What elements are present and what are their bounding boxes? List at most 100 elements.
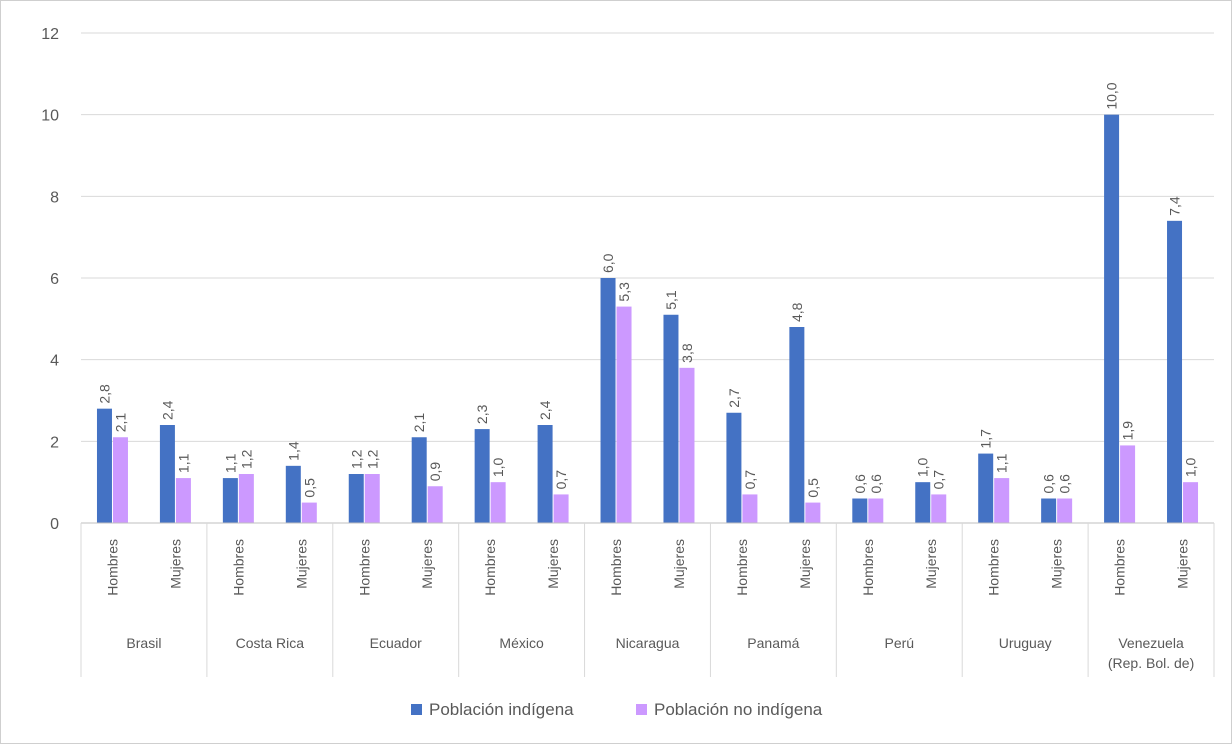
bar-no-indigena [553, 494, 569, 523]
data-label: 0,5 [805, 478, 821, 498]
x-tick-label: Hombres [482, 539, 498, 596]
data-label: 1,2 [238, 449, 254, 469]
x-tick-label: Mujeres [167, 539, 183, 589]
country-label: Nicaragua [616, 635, 680, 651]
bar-no-indigena [427, 486, 443, 523]
bar-no-indigena [742, 494, 758, 523]
bar-indigena [1041, 498, 1057, 523]
bar-no-indigena [112, 437, 128, 523]
bar-indigena [915, 482, 931, 523]
bar-indigena [1104, 114, 1120, 524]
data-label: 0,6 [852, 474, 868, 494]
bar-indigena [348, 474, 364, 523]
data-label: 5,3 [616, 282, 632, 302]
x-tick-label: Mujeres [1049, 539, 1065, 589]
data-label: 0,7 [553, 470, 569, 490]
data-label: 0,5 [301, 478, 317, 498]
bar-indigena [411, 437, 427, 523]
country-label: Ecuador [370, 635, 422, 651]
y-tick-label: 4 [50, 353, 59, 370]
data-label: 4,8 [789, 302, 805, 322]
x-tick-label: Hombres [230, 539, 246, 596]
bar-no-indigena [1120, 445, 1136, 523]
bar-no-indigena [994, 478, 1010, 523]
bar-no-indigena [679, 367, 695, 523]
bar-indigena [222, 478, 238, 523]
data-label: 1,2 [364, 449, 380, 469]
y-tick-label: 6 [50, 271, 59, 288]
bar-no-indigena [1183, 482, 1199, 523]
bar-no-indigena [868, 498, 884, 523]
data-label: 2,4 [159, 400, 175, 420]
x-tick-label: Hombres [986, 539, 1002, 596]
bar-indigena [96, 408, 112, 523]
data-label: 2,1 [411, 413, 427, 433]
country-label: Uruguay [999, 635, 1052, 651]
data-label: 1,1 [175, 453, 191, 473]
data-label: 1,0 [490, 457, 506, 477]
x-tick-label: Hombres [356, 539, 372, 596]
bar-no-indigena [931, 494, 947, 523]
x-tick-label: Mujeres [797, 539, 813, 589]
legend-label: Población no indígena [654, 700, 823, 719]
bar-indigena [726, 412, 742, 523]
country-label: Perú [884, 635, 914, 651]
country-label: Panamá [747, 635, 799, 651]
bar-indigena [978, 453, 994, 523]
bar-no-indigena [175, 478, 191, 523]
data-label: 3,8 [679, 343, 695, 363]
bar-no-indigena [301, 502, 317, 523]
data-label: 6,0 [600, 253, 616, 273]
data-label: 1,9 [1120, 421, 1136, 441]
country-label: Brasil [126, 635, 161, 651]
data-label: 0,6 [868, 474, 884, 494]
data-label: 2,1 [112, 413, 128, 433]
data-label: 0,9 [427, 462, 443, 482]
bar-no-indigena [1057, 498, 1073, 523]
country-label: México [499, 635, 544, 651]
x-tick-label: Mujeres [545, 539, 561, 589]
data-label: 1,4 [285, 441, 301, 461]
data-label: 2,3 [474, 404, 490, 424]
y-axis: 0 2 4 6 8 10 12 [41, 26, 59, 533]
x-axis: Hombres Mujeres Brasil Hombres Mujeres Costa … [80, 522, 1215, 677]
data-label: 5,1 [663, 290, 679, 310]
bar-indigena [159, 425, 175, 523]
x-tick-label: Hombres [734, 539, 750, 596]
country-label: (Rep. Bol. de) [1108, 655, 1194, 671]
country-label: Venezuela [1118, 635, 1184, 651]
bar-no-indigena [364, 474, 380, 523]
data-label: 10,0 [1104, 82, 1120, 109]
gridlines [81, 32, 1214, 442]
bar-no-indigena [616, 306, 632, 523]
data-label: 2,8 [96, 384, 112, 404]
y-tick-label: 10 [41, 108, 59, 125]
x-tick-label: Mujeres [923, 539, 939, 589]
data-label: 0,6 [1057, 474, 1073, 494]
x-tick-label: Hombres [608, 539, 624, 596]
legend: Población indígena Población no indígena [411, 700, 823, 719]
bar-no-indigena [490, 482, 506, 523]
y-tick-label: 0 [50, 516, 59, 533]
y-tick-label: 2 [50, 434, 59, 451]
data-label: 0,6 [1041, 474, 1057, 494]
x-tick-label: Hombres [860, 539, 876, 596]
data-label: 1,0 [915, 457, 931, 477]
y-tick-label: 8 [50, 189, 59, 206]
data-label: 7,4 [1167, 196, 1183, 216]
data-label: 1,1 [994, 453, 1010, 473]
bar-indigena [1167, 220, 1183, 524]
data-label: 2,4 [537, 400, 553, 420]
legend-swatch [411, 704, 422, 715]
x-tick-label: Mujeres [1175, 539, 1191, 589]
bar-indigena [537, 425, 553, 523]
bar-indigena [600, 278, 616, 523]
data-label: 1,0 [1183, 457, 1199, 477]
bar-no-indigena [805, 502, 821, 523]
data-label: 0,7 [931, 470, 947, 490]
data-label: 1,7 [978, 429, 994, 449]
data-label: 1,1 [222, 453, 238, 473]
bar-indigena [852, 498, 868, 523]
